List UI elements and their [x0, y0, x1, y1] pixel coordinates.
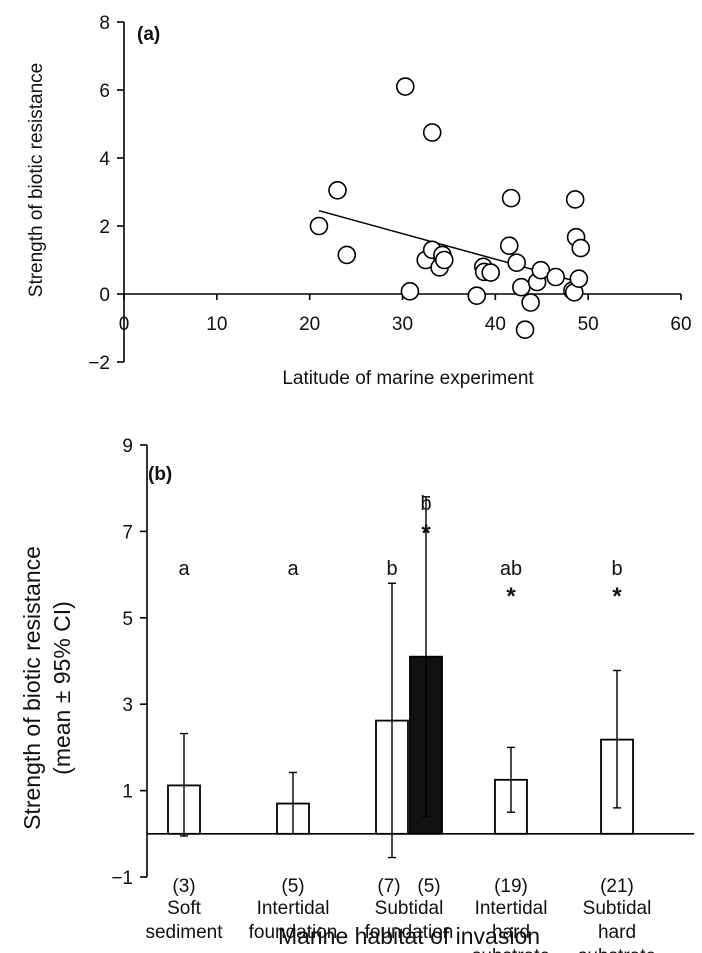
panel-a-x-tick-label: 30 [392, 314, 413, 335]
panel-b-significance-letter: b [611, 558, 622, 580]
panel-a-data-point [400, 281, 420, 301]
panel-b-sample-size: (5) [281, 876, 304, 897]
panel-a-y-tick-label: −2 [88, 353, 110, 374]
panel-a-data-point [422, 123, 442, 142]
panel-a-scatter: 0 10 20 30 40 50 60 −2 0 2 4 6 8 (a) Latitude of mar… [26, 13, 692, 389]
panel-a-data-point [512, 277, 531, 297]
panel-a-data-point [515, 320, 535, 340]
panel-b-y-tick-label: 1 [122, 782, 133, 803]
panel-a-axes [123, 22, 681, 362]
panel-b-y-axis-title-line2: (mean ± 95% CI) [49, 601, 75, 775]
panel-a-data-point [337, 245, 357, 265]
panel-a-data-point [481, 263, 500, 282]
panel-b-y-axis-title-line1: Strength of biotic resistance [19, 546, 45, 830]
panel-a-y-tick-label: 6 [99, 81, 110, 102]
panel-b-category-label: foundation [365, 922, 454, 943]
panel-a-data-point [501, 188, 521, 208]
panel-b-bars [167, 496, 634, 859]
panel-a-data-point [531, 260, 551, 280]
panel-b-significance-star: * [612, 583, 622, 610]
panel-a-x-tick-label: 40 [485, 314, 506, 335]
panel-b-category-label: foundation [249, 922, 338, 943]
panel-b-significance-star: * [506, 583, 516, 610]
panel-b-y-tick-label: 9 [122, 436, 133, 457]
panel-b-y-tick-label: 7 [122, 522, 133, 543]
panel-a-x-tick-label: 50 [578, 314, 599, 335]
panel-a-x-tick-label: 60 [670, 314, 691, 335]
panel-a-data-point [309, 216, 329, 236]
panel-a-y-tick-label: 8 [99, 13, 110, 34]
panel-a-data-point [328, 181, 347, 200]
panel-b-sample-size: (21) [600, 876, 634, 897]
panel-b-sample-size: (19) [494, 876, 528, 897]
panel-a-data-point [565, 190, 585, 209]
panel-b-category-label: Intertidal [475, 898, 548, 919]
panel-a-label: (a) [137, 24, 160, 45]
panel-a-x-tick-label: 20 [299, 314, 320, 335]
panel-b-category-label: substrate [472, 946, 550, 953]
panel-a-y-axis-title: Strength of biotic resistance [26, 63, 47, 297]
panel-b-y-tick-label: −1 [111, 868, 133, 889]
panel-b-significance-letter: b [420, 493, 431, 515]
panel-a-data-point [434, 250, 454, 270]
panel-a-x-axis-title: Latitude of marine experiment [282, 368, 534, 389]
panel-a-data-point [395, 77, 415, 96]
panel-b-category-label: sediment [145, 922, 223, 943]
panel-a-x-tick-label: 0 [119, 314, 130, 335]
panel-a-data-point [507, 253, 526, 273]
panel-a-x-tick-label: 10 [206, 314, 227, 335]
panel-b-annotations: a a bb*ab*b* [178, 493, 622, 610]
panel-b-category-label: substrate [578, 946, 656, 953]
panel-b-category-label: hard [492, 922, 530, 943]
panel-b-label: (b) [148, 464, 172, 485]
panel-b-sample-size: (7) [377, 876, 400, 897]
panel-a-y-tick-label: 0 [99, 285, 110, 306]
panel-a-data-point [499, 236, 519, 256]
panel-a-data-point [521, 293, 540, 312]
panel-b-significance-letter: a [287, 558, 299, 580]
panel-b-significance-letter: ab [500, 558, 522, 580]
panel-a-y-tick-label: 2 [99, 217, 110, 238]
panel-b-significance-star: * [421, 520, 431, 547]
panel-b-significance-letter: b [386, 558, 397, 580]
panel-b-y-tick-label: 3 [122, 695, 133, 716]
panel-b-sample-size: (5) [417, 876, 440, 897]
panel-b-x-axis-title: Marine habitat of invasion [278, 923, 540, 949]
panel-a-y-tick-label: 4 [99, 149, 110, 170]
panel-a-data-point [571, 238, 591, 258]
panel-a-data-point [467, 286, 487, 306]
panel-b-significance-letter: a [178, 558, 190, 580]
panel-a-data-point [546, 267, 565, 287]
panel-b-category-label: Intertidal [257, 898, 330, 919]
panel-b-sample-size: (3) [172, 876, 195, 897]
panel-a-points [309, 77, 591, 340]
panel-b-category-label: Soft [167, 898, 202, 919]
panel-a-data-point [569, 269, 589, 289]
panel-a-ticks: 0 10 20 30 40 50 60 −2 0 2 4 6 8 [88, 13, 691, 374]
panel-b-category-label: hard [598, 922, 636, 943]
panel-b-category-label: Subtidal [375, 898, 444, 919]
panel-b-category-labels: (3)Softsediment(5)Intertidalfoundation(7… [145, 876, 656, 953]
panel-b-y-tick-label: 5 [122, 609, 133, 630]
panel-b-category-label: Subtidal [583, 898, 652, 919]
